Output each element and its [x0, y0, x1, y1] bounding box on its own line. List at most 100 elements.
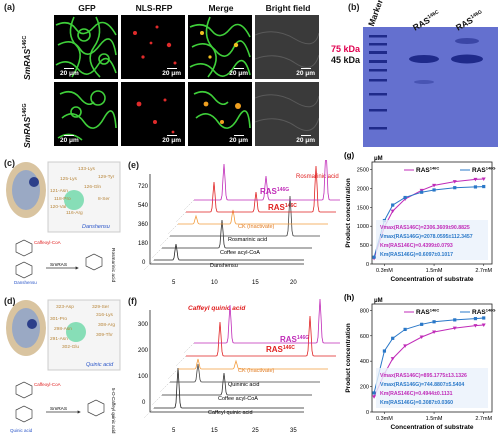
data-point [372, 391, 376, 395]
chromatogram-trace [162, 372, 312, 396]
x-tick-label: 1.5mM [426, 268, 443, 274]
x-tick-label: 2.7mM [475, 268, 492, 274]
y-tick: 100 [138, 374, 149, 380]
peak-annotation: Caffeyl quinic acid [188, 305, 246, 312]
panel-label: (h) [344, 293, 355, 302]
kinetic-parameter: Vmax(RAS146C)=2306.3609±90.8825 [380, 225, 470, 231]
protein-structure [6, 162, 46, 218]
data-point [453, 318, 457, 322]
x-tick: 5 [172, 428, 176, 434]
chromatogram-trace [178, 209, 328, 225]
protein-structure [6, 300, 46, 356]
data-point [390, 209, 395, 214]
merge-image-146c: 20 μm [188, 15, 252, 79]
kinetic-parameter: Km(RAS146C)=0.4944±0.1131 [380, 391, 453, 397]
data-point [432, 320, 436, 324]
data-point [482, 184, 486, 189]
lane-label-marker: Marker [366, 0, 385, 28]
kinetics-chart-h: (h) μM 0 200 400 600 800 0.3mM 1.5mM 2.7mMConcent… [344, 293, 496, 431]
parameter-box [376, 368, 488, 408]
panel-b-label: (b) [348, 2, 360, 12]
residue-label: 116-Arg [66, 210, 83, 216]
kinetic-parameter: Vmax(RAS146G)=2078.0595±112.3457 [380, 234, 473, 240]
product-label: Rosmarinic acid [110, 248, 116, 282]
column-header-bright-field: Bright field [265, 3, 311, 13]
scale-bar: 20 μm [162, 134, 181, 144]
scale-bar: 20 μm [229, 134, 248, 144]
residue-label: 302-Glu [62, 344, 79, 350]
data-point [473, 324, 478, 328]
panel-e-label: (e) [128, 160, 139, 170]
x-axis-label: Concentration of substrate [390, 424, 473, 431]
trace-label: Danshensu [210, 263, 238, 269]
enzyme-label: SmRAS [50, 262, 67, 268]
residue-label: 329-Ser [92, 304, 109, 310]
data-point [390, 357, 395, 361]
y-tick-label: 500 [360, 243, 369, 249]
parameter-box [376, 220, 488, 260]
scale-bar: 20 μm [296, 134, 315, 144]
y-tick: 300 [138, 322, 149, 328]
donor-label: Caffeoyl-CoA [34, 382, 61, 387]
data-point [420, 190, 424, 194]
y-tick-label: 2000 [357, 186, 369, 192]
scale-bar: 20 μm [296, 67, 315, 77]
y-tick: 0 [142, 400, 146, 406]
unit-label: μM [374, 156, 383, 162]
residue-label: 291-Asn [50, 336, 68, 342]
y-tick-label: 0 [366, 410, 369, 416]
panel-c-diagram: 133-Lys 129-Tyr 125-Lys 126-Gln 121-Asn … [6, 161, 121, 285]
scale-bar: 20 μm [60, 67, 79, 77]
data-point [391, 336, 395, 340]
data-point [403, 195, 407, 200]
x-tick: 35 [290, 428, 297, 434]
kinetics-chart-g: (g) μM 0 500 1000 1500 2000 2500 0.3mM 1.5mM 2.7mM… [344, 151, 496, 283]
chromatogram-trace [186, 315, 336, 357]
residue-label: 121-Asn [50, 188, 68, 194]
residue-label: 309-Thr [96, 332, 113, 338]
chromatogram-trace [170, 363, 320, 383]
x-tick: 25 [252, 428, 259, 434]
panel-a-label: (a) [4, 2, 15, 12]
data-point [432, 188, 436, 192]
trace-label: Coffee acyl-CoA [220, 250, 260, 256]
data-point [403, 344, 408, 348]
y-axis-label: Product concentration [345, 323, 352, 392]
y-tick-label: 2500 [357, 168, 369, 174]
y-tick-label: 0 [366, 262, 369, 268]
chromatogram-trace [194, 160, 340, 201]
data-point [372, 255, 376, 259]
chromatogram-trace [186, 165, 336, 213]
y-tick: 540 [138, 203, 149, 209]
data-point [432, 330, 437, 334]
column-header-nls-rfp: NLS-RFP [135, 3, 173, 13]
residue-label: 323-Asp [56, 304, 74, 310]
trace-label: RAS146C [268, 203, 297, 212]
y-tick-label: 800 [360, 308, 369, 314]
legend-entry: RAS146C [416, 308, 439, 317]
peak-annotation: Rosmarinic acid [296, 174, 339, 180]
x-tick: 5 [172, 280, 176, 286]
substrate-caption: Danshensu [14, 280, 37, 285]
residue-label: 118-Pro [54, 196, 71, 202]
kinetic-parameter: Vmax(RAS146G)=744.8807±5.5404 [380, 382, 464, 388]
chromatogram-trace [154, 367, 304, 409]
residue-label: 308-Arg [98, 322, 115, 328]
trace-label: RAS146G [260, 187, 289, 196]
trace-label: RAS146C [266, 345, 295, 354]
data-point [372, 395, 377, 399]
marker-75kda: 75 kDa [330, 44, 360, 54]
residue-label: 316-Lys [96, 312, 113, 318]
chromatogram-trace [170, 195, 320, 237]
x-axis-label: Concentration of substrate [390, 276, 473, 283]
product-label: 5-O-Caffeyl quinic acid [111, 388, 116, 434]
merge-image-146g: 20 μm [188, 82, 252, 146]
donor-label: Caffeoyl-CoA [34, 240, 61, 245]
panel-d-diagram: 323-Asp 329-Ser 316-Lys 301-Pro 308-Arg … [6, 299, 121, 434]
gfp-image-146c: 20 μm [54, 15, 118, 79]
y-tick-label: 1000 [357, 224, 369, 230]
data-point [403, 327, 407, 332]
legend-entry: RAS146C [416, 166, 439, 175]
trace-label: Quininic acid [228, 382, 260, 388]
plot-frame [371, 303, 493, 413]
